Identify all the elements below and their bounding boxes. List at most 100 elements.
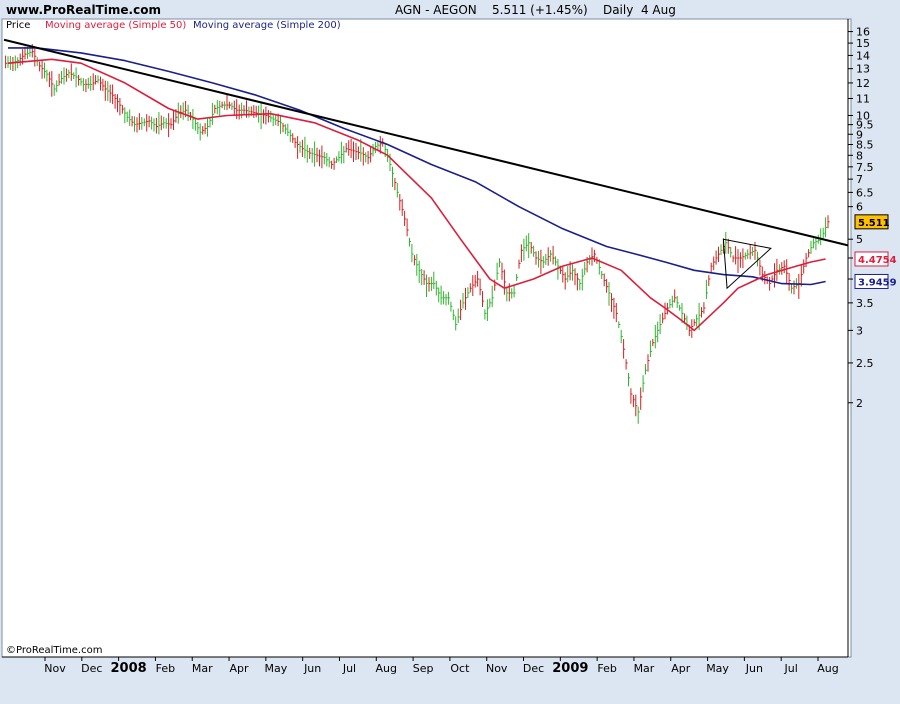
y-tick-label: 3.5 [856,297,874,310]
price-bar [742,248,745,269]
price-bar [56,80,59,93]
x-tick-label: Jun [303,662,321,675]
price-bar [647,354,650,372]
y-tick-label: 5 [856,233,863,246]
x-axis: Nov Dec 2008 Feb Mar Apr May Jun Jul Aug Sep Oct Nov… [2,656,848,676]
price-bar [679,304,682,311]
price-bar [744,252,747,260]
price-bar [530,242,533,254]
price-bar [219,100,222,116]
price-bar [255,105,258,118]
price-bar [516,273,519,281]
price-bar [141,117,144,130]
price-bar [292,133,295,143]
price-bar [591,247,594,266]
x-tick-label: Aug [817,662,838,675]
price-bar [233,100,236,115]
price-bar [270,110,273,123]
y-tick-label: 15 [856,37,870,50]
price-bar [367,151,370,165]
price-bar [703,302,706,314]
price-bar [165,118,168,129]
price-bar [151,116,154,130]
price-bar [197,121,200,135]
price-bar [34,48,37,67]
price-bar [336,156,339,163]
price-bar [314,141,317,167]
price-bar [416,254,419,276]
price-bar [131,115,134,127]
price-bar [39,61,42,72]
y-tick-label: 2.5 [856,357,874,370]
svg-text:4.4754: 4.4754 [858,255,897,266]
price-bar [294,137,297,148]
price-bar [423,270,426,285]
price-bar [253,105,256,118]
price-bar [603,273,606,287]
price-bar [430,276,433,291]
price-bar [477,270,480,287]
price-bar [479,278,482,296]
price-bar [95,75,98,85]
price-bar [224,101,227,110]
price-bar [769,276,772,291]
price-bars [5,44,830,424]
price-bar [460,299,463,321]
price-bar [275,114,278,126]
indicator-lines [3,38,849,332]
x-tick-label: Jun [745,662,763,675]
price-bar [348,140,351,156]
price-bar [304,136,307,159]
price-bar [764,270,767,285]
price-bar [452,309,455,321]
price-bar [146,114,149,132]
legend-ma50: Moving average (Simple 50) [45,20,186,31]
trendline [3,38,849,247]
price-bar [243,105,246,115]
price-bar [117,94,120,113]
price-bar [812,238,815,249]
price-bar [24,46,27,60]
price-bar [615,302,618,323]
price-bar [267,109,270,123]
price-bar [718,246,721,262]
price-bar [520,244,523,262]
price-bar [228,101,231,109]
price-bar [107,81,110,101]
price-bar [78,74,81,86]
price-bar [48,71,51,88]
x-tick-label: Nov [44,662,66,675]
price-bar [163,116,166,129]
price-bar [611,293,614,312]
price-bar [426,274,429,298]
price-bar [564,272,567,290]
price-bar [557,258,560,280]
price-bar [58,73,61,86]
price-bar [100,76,103,91]
price-bar [791,283,794,294]
price-bar [613,297,616,319]
site-url[interactable]: www.ProRealTime.com [6,3,161,17]
ma200-value-tag: 3.9459 [854,273,897,289]
price-bar [272,114,275,127]
price-bar [360,138,363,162]
price-bar [202,126,205,135]
price-bar [265,106,268,125]
price-bar [109,84,112,103]
price-bar [421,268,424,286]
price-bar [503,269,506,295]
price-bar [90,75,93,91]
price-bar [489,298,492,308]
price-bar [732,255,735,263]
price-bar [535,251,538,265]
price-bar [158,112,161,135]
price-bar [187,104,190,122]
x-tick-label: Nov [486,662,508,675]
price-bar [649,340,652,358]
price-bar [523,238,526,261]
price-bar [19,53,22,66]
y-tick-label: 9.5 [856,119,874,132]
price-bar [681,303,684,323]
price-bar [601,270,604,279]
price-bar [540,249,543,274]
